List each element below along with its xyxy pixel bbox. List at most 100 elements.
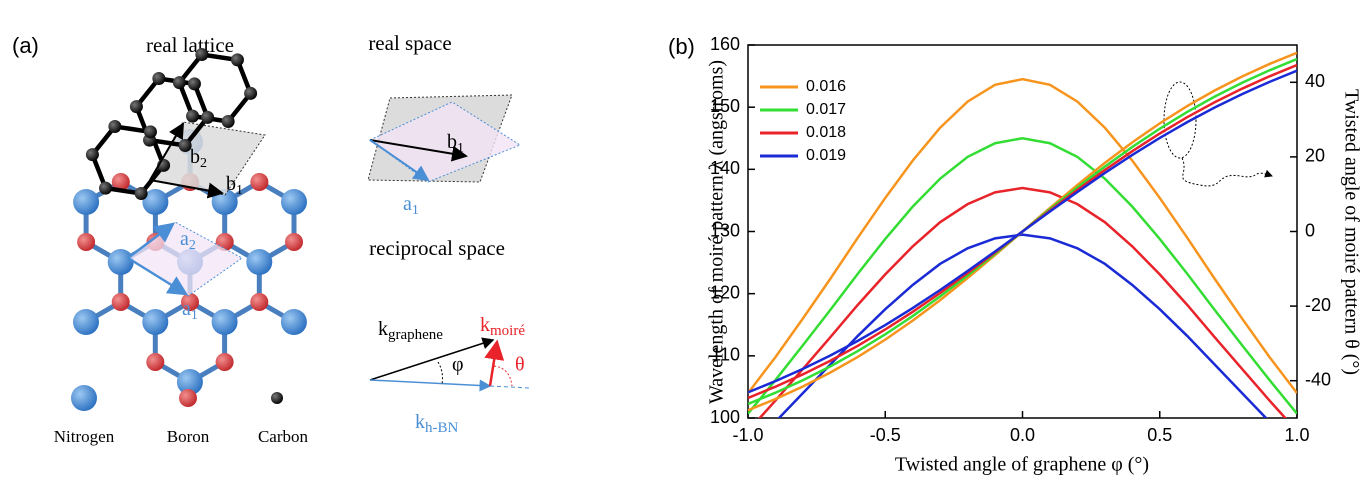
y2-tick-label: 40 <box>1305 71 1325 91</box>
main: k <box>378 318 388 340</box>
boron-atom <box>112 293 130 311</box>
main: b <box>447 131 457 153</box>
nitrogen-atom <box>246 249 272 275</box>
carbon-atom <box>108 120 121 133</box>
boron-atom <box>285 233 303 251</box>
nitrogen-atom <box>108 249 134 275</box>
carbon-atom <box>201 111 214 124</box>
carbon-atom <box>231 53 244 66</box>
boron-atom <box>146 353 164 371</box>
boron-atom <box>216 353 234 371</box>
carbon-atom <box>130 100 143 113</box>
carbon-atom <box>195 48 208 61</box>
x-tick-label: -1.0 <box>732 425 763 445</box>
boron-atom <box>250 293 268 311</box>
legend-label: Carbon <box>258 427 309 446</box>
sub: 1 <box>457 141 464 156</box>
legend-label: 0.016 <box>806 78 846 95</box>
legend-label: Nitrogen <box>54 427 115 446</box>
x-tick-label: 1.0 <box>1284 425 1309 445</box>
carbon-atom <box>244 87 257 100</box>
sub: moiré <box>490 323 525 339</box>
k-hbn-label: kh-BN <box>415 411 459 437</box>
vector-label: b1 <box>226 173 243 199</box>
guide-line <box>490 386 530 388</box>
nitrogen-atom <box>212 309 238 335</box>
carbon-atom <box>186 110 199 123</box>
vector-label: a2 <box>180 228 196 254</box>
y-tick-label: 150 <box>710 96 740 116</box>
phi-label: φ <box>452 354 464 376</box>
theta-label: θ <box>515 354 525 376</box>
y-tick-label: 160 <box>710 34 740 54</box>
phi-arc <box>438 362 443 384</box>
k-graphene-arrow <box>370 340 493 380</box>
main: k <box>480 314 490 336</box>
carbon-atom <box>173 76 186 89</box>
lattice-title: real lattice <box>146 33 234 57</box>
nitrogen-atom <box>73 309 99 335</box>
sub: 2 <box>200 156 207 171</box>
carbon-atom <box>222 115 235 128</box>
y-tick-label: 140 <box>710 158 740 178</box>
k-graphene-label: kgraphene <box>378 318 443 344</box>
y-tick-label: 120 <box>710 282 740 302</box>
y-tick-label: 130 <box>710 220 740 240</box>
sub: 1 <box>412 203 419 218</box>
boron-atom <box>77 233 95 251</box>
x-axis-label: Twisted angle of graphene φ (°) <box>895 454 1149 476</box>
carbon-atom <box>99 182 112 195</box>
sub: 1 <box>191 308 198 323</box>
k-moire-arrow <box>490 342 497 386</box>
main: b <box>226 173 236 195</box>
boron-atom <box>250 173 268 191</box>
figure: (a) real lattice real space reciprocal s… <box>0 0 1365 483</box>
legend-label: Boron <box>167 427 210 446</box>
sub: h-BN <box>425 420 459 436</box>
k-moire-label: kmoiré <box>480 314 525 340</box>
main: a <box>403 193 412 215</box>
y2-tick-label: -20 <box>1305 295 1331 315</box>
main: a <box>182 298 191 320</box>
theta-arc <box>494 366 512 386</box>
carbon-atom <box>152 72 165 85</box>
carbon-icon <box>271 392 283 404</box>
series-line <box>748 71 1297 393</box>
x-tick-label: 0.0 <box>1010 425 1035 445</box>
y2-tick-label: -40 <box>1305 369 1331 389</box>
annotation-arrow <box>1182 158 1272 186</box>
carbon-atom <box>86 148 99 161</box>
carbon-atom <box>144 125 157 138</box>
carbon-atom <box>188 77 201 90</box>
k-hbn-arrow <box>370 380 490 386</box>
main: a <box>180 228 189 250</box>
sub: 1 <box>236 183 243 198</box>
sub: graphene <box>388 327 443 343</box>
y-tick-label: 100 <box>710 407 740 427</box>
reciprocal-title: reciprocal space <box>369 236 505 260</box>
label-a1: a1 <box>403 193 419 219</box>
y2-tick-label: 20 <box>1305 146 1325 166</box>
nitrogen-atom <box>142 309 168 335</box>
main: b <box>190 146 200 168</box>
panel-a: (a) real lattice real space reciprocal s… <box>12 31 530 446</box>
panel-label: (b) <box>668 34 695 59</box>
y-tick-label: 110 <box>711 345 740 365</box>
real-space-title: real space <box>368 31 451 55</box>
legend-label: 0.018 <box>806 124 846 141</box>
legend-label: 0.019 <box>806 147 846 164</box>
carbon-atom <box>135 187 148 200</box>
nitrogen-icon <box>71 385 97 411</box>
nitrogen-atom <box>281 309 307 335</box>
x-tick-label: -0.5 <box>870 425 901 445</box>
nitrogen-atom <box>281 189 307 215</box>
y2-axis-label: Twisted angle of moiré pattern θ (°) <box>1340 89 1362 375</box>
main: k <box>415 411 425 433</box>
panel-b: (b) Twisted angle of graphene φ (°) Wave… <box>668 34 1362 476</box>
panel-label: (a) <box>12 33 39 58</box>
y2-tick-label: 0 <box>1305 220 1315 240</box>
sub: 2 <box>189 238 196 253</box>
legend-label: 0.017 <box>806 101 846 118</box>
boron-icon <box>179 389 197 407</box>
